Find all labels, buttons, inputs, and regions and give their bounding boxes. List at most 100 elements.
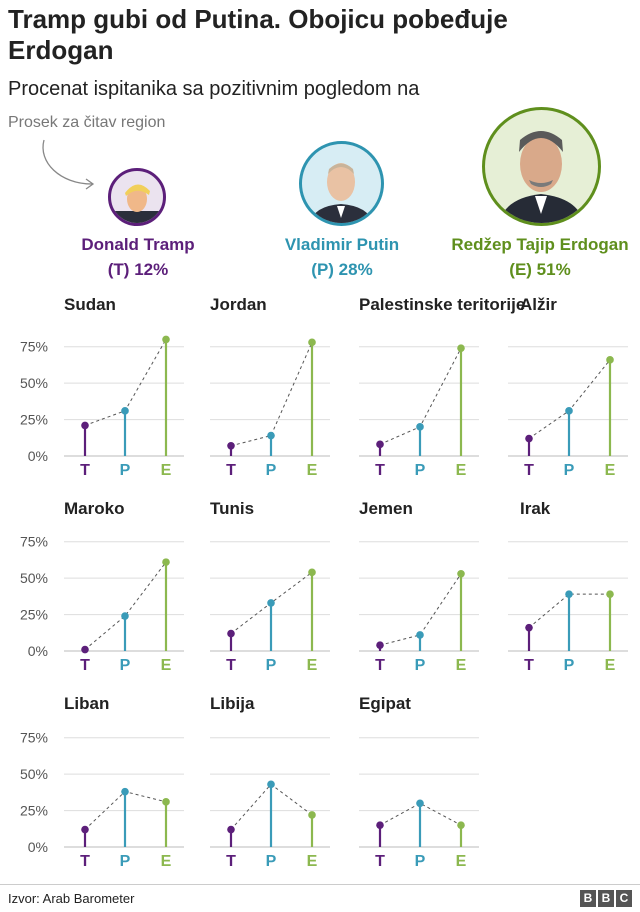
y-tick-label: 25%: [20, 412, 48, 428]
putin-avatar-icon: [299, 141, 384, 226]
category-label-e: E: [161, 657, 172, 674]
average-note: Prosek za čitav region: [8, 114, 166, 131]
point-t: [376, 641, 384, 649]
panel-title-maroko: Maroko: [64, 499, 124, 518]
point-t: [81, 645, 89, 654]
panel-title-egipat: Egipat: [359, 694, 411, 713]
category-label-t: T: [80, 657, 90, 674]
category-label-e: E: [307, 853, 318, 870]
category-label-t: T: [226, 853, 236, 870]
category-label-p: P: [120, 657, 131, 674]
category-label-p: P: [266, 657, 277, 674]
category-label-p: P: [266, 462, 277, 479]
leader-value-trump: (T) 12%: [107, 260, 169, 279]
category-label-t: T: [80, 853, 90, 870]
category-label-p: P: [120, 853, 131, 870]
small-multiples-chart: Sudan 75% 50% 25% 0% T P E Jordan T P E Palestinske …: [20, 295, 628, 870]
point-p: [121, 612, 129, 620]
y-tick-label: 75%: [20, 534, 48, 550]
y-tick-label: 25%: [20, 803, 48, 819]
point-p: [267, 780, 275, 789]
category-label-e: E: [307, 657, 318, 674]
point-p: [121, 787, 129, 796]
bbc-logo: B B C: [580, 890, 632, 907]
point-t: [227, 629, 235, 638]
category-label-e: E: [456, 462, 467, 479]
panel-title-sudan: Sudan: [64, 295, 116, 314]
trend-line: [230, 342, 313, 447]
category-label-t: T: [226, 657, 236, 674]
y-tick-label: 50%: [20, 570, 48, 586]
point-e: [162, 335, 170, 344]
panel-title-liban: Liban: [64, 694, 109, 713]
category-label-t: T: [226, 462, 236, 479]
point-p: [267, 599, 275, 607]
category-label-p: P: [415, 462, 426, 479]
point-t: [81, 421, 89, 430]
point-t: [376, 821, 384, 829]
category-label-t: T: [375, 462, 385, 479]
category-label-p: P: [415, 853, 426, 870]
leader-value-erdogan: (E) 51%: [509, 260, 571, 279]
point-p: [416, 631, 424, 639]
point-p: [565, 590, 573, 598]
point-e: [162, 558, 170, 566]
category-label-t: T: [524, 657, 534, 674]
page-title: Tramp gubi od Putina. Obojicu pobeđuje E…: [8, 4, 508, 65]
y-tick-label: 75%: [20, 730, 48, 746]
point-p: [416, 799, 424, 808]
y-tick-label: 0%: [28, 448, 48, 464]
trump-avatar-icon: [108, 168, 166, 226]
category-label-p: P: [120, 462, 131, 479]
category-label-e: E: [456, 853, 467, 870]
category-label-t: T: [524, 462, 534, 479]
leader-name-erdogan: Redžep Tajip Erdogan: [451, 235, 629, 254]
point-t: [227, 442, 235, 450]
erdogan-avatar-icon: [482, 107, 601, 226]
panel-title-jemen: Jemen: [359, 499, 413, 518]
y-tick-label: 0%: [28, 643, 48, 659]
point-e: [457, 569, 465, 578]
point-t: [81, 825, 89, 834]
arrow-icon: [42, 139, 95, 190]
category-label-t: T: [375, 853, 385, 870]
point-e: [308, 568, 316, 577]
panel-title-jordan: Jordan: [210, 295, 267, 314]
category-label-e: E: [605, 462, 616, 479]
point-p: [267, 431, 275, 440]
leader-name-trump: Donald Tramp: [81, 235, 195, 254]
category-label-e: E: [161, 462, 172, 479]
point-e: [308, 338, 316, 347]
point-e: [457, 821, 465, 829]
point-p: [565, 407, 573, 415]
y-tick-label: 50%: [20, 375, 48, 391]
panel-title-irak: Irak: [520, 499, 551, 518]
point-t: [376, 440, 384, 449]
category-label-e: E: [307, 462, 318, 479]
y-tick-label: 25%: [20, 607, 48, 623]
source-note: Izvor: Arab Barometer: [8, 891, 135, 906]
leader-name-putin: Vladimir Putin: [284, 235, 400, 254]
category-label-e: E: [456, 657, 467, 674]
point-e: [606, 590, 614, 598]
y-tick-label: 50%: [20, 766, 48, 782]
point-t: [227, 825, 235, 834]
point-t: [525, 623, 533, 632]
category-label-e: E: [605, 657, 616, 674]
panel-title-tunis: Tunis: [210, 499, 254, 518]
panel-title-al-ir: Alžir: [520, 295, 557, 314]
category-label-e: E: [161, 853, 172, 870]
trend-line: [84, 561, 167, 650]
point-t: [525, 434, 533, 443]
y-tick-label: 0%: [28, 839, 48, 855]
point-p: [121, 407, 129, 415]
point-e: [457, 344, 465, 352]
category-label-p: P: [564, 657, 575, 674]
point-e: [606, 356, 614, 364]
point-e: [162, 798, 170, 806]
trend-line: [528, 593, 610, 629]
category-label-t: T: [80, 462, 90, 479]
footer-divider: [0, 884, 640, 885]
trend-line: [379, 573, 462, 646]
category-label-p: P: [564, 462, 575, 479]
